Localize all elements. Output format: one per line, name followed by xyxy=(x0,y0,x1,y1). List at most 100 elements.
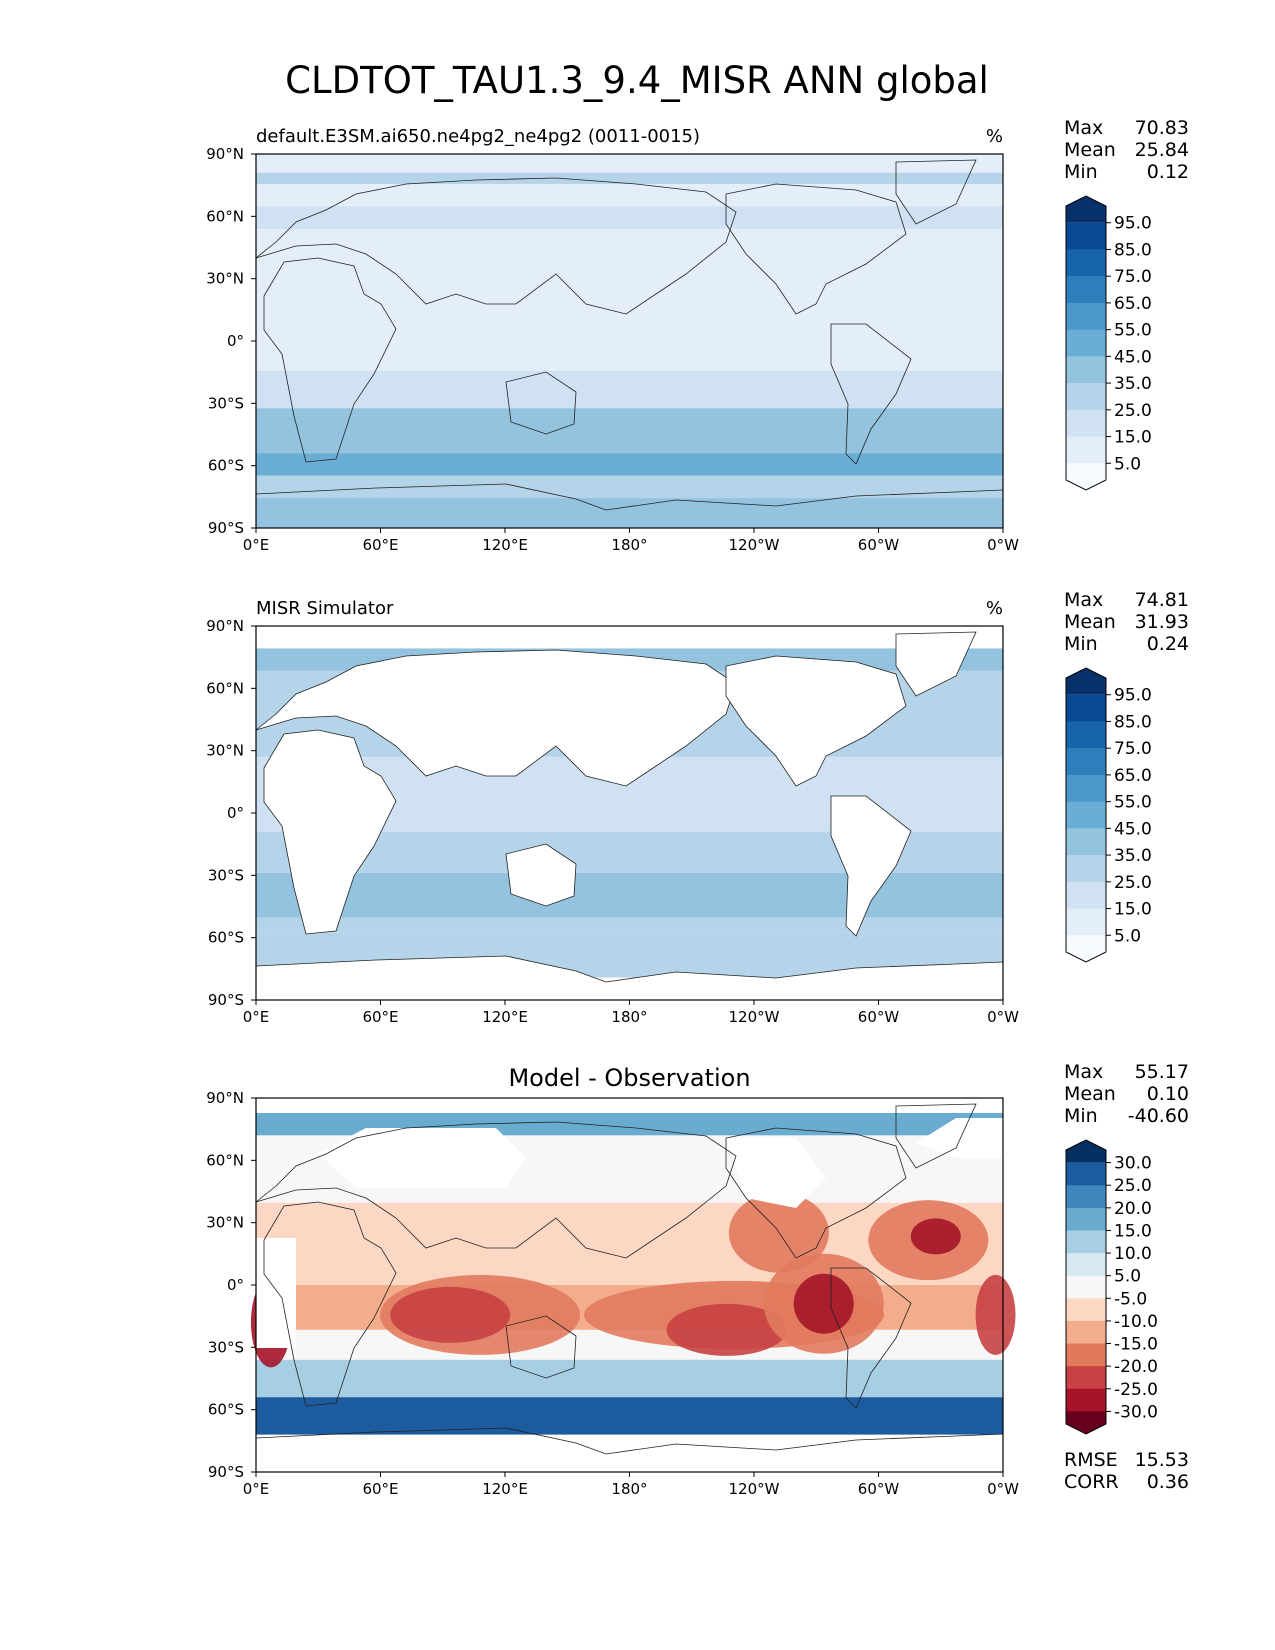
colorbar-segment xyxy=(1066,383,1106,411)
colorbar-extend-bottom xyxy=(1066,463,1106,490)
colorbar-tick-label: 10.0 xyxy=(1114,1244,1152,1264)
colorbar-segment xyxy=(1066,748,1106,776)
map-test xyxy=(255,154,1004,529)
colorbar-tick-label: 30.0 xyxy=(1114,1154,1152,1174)
colorbar-segment xyxy=(1066,774,1106,803)
coastline xyxy=(725,655,907,787)
x-tick-label: 120°E xyxy=(482,536,528,554)
colorbar-tick-label: 45.0 xyxy=(1114,347,1152,367)
x-tick-label: 0°W xyxy=(987,1480,1019,1498)
colorbar-tick-label: 35.0 xyxy=(1114,374,1152,394)
coastlines xyxy=(255,1103,1004,1473)
colorbar-segment xyxy=(1066,409,1106,438)
y-tick-label: 0° xyxy=(227,332,244,350)
colorbar-tick-label: 65.0 xyxy=(1114,766,1152,786)
colorbar-extend-top xyxy=(1066,196,1106,223)
colorbar-outline xyxy=(1065,667,1107,963)
panel-reference: 0°E 60°E 120°E 180° 120°W 60°W 0°W 90°N 60°N 30°N… xyxy=(206,589,1189,1026)
colorbar-tick-label: 55.0 xyxy=(1114,793,1152,813)
stat-value: 55.17 xyxy=(1135,1061,1189,1083)
colorbar-tick-label: 35.0 xyxy=(1114,846,1152,866)
coastline xyxy=(830,1267,912,1409)
stat-value: 0.24 xyxy=(1147,633,1189,655)
stat-value: 0.10 xyxy=(1147,1083,1189,1105)
stat-label: Min xyxy=(1064,161,1098,183)
stat-value: 74.81 xyxy=(1135,589,1189,611)
anomaly-blob xyxy=(666,1303,787,1356)
y-tick-label: 30°S xyxy=(208,394,244,412)
masked-region xyxy=(726,1138,826,1208)
panel-test: 0°E 60°E 120°E 180° 120°W 60°W 0°W 90°N 60°N 30°N… xyxy=(206,117,1189,554)
colorbar-tick-label: 5.0 xyxy=(1114,1267,1141,1287)
coastline xyxy=(255,1121,737,1259)
stat-value: 31.93 xyxy=(1135,611,1189,633)
colorbar-tick-label: -10.0 xyxy=(1114,1312,1158,1332)
stat-label: Mean xyxy=(1064,1083,1116,1105)
map-band xyxy=(256,206,1003,229)
x-tick-label: 120°W xyxy=(729,536,780,554)
colorbar-tick-label: 15.0 xyxy=(1114,900,1152,920)
x-tick-label: 60°W xyxy=(858,1480,900,1498)
colorbar-tick-label: 5.0 xyxy=(1114,454,1141,474)
colorbar-tick-label: 25.0 xyxy=(1114,1176,1152,1196)
colorbar-tick-label: -25.0 xyxy=(1114,1380,1158,1400)
x-tick-label: 0°E xyxy=(243,1008,270,1026)
x-tick-label: 0°E xyxy=(243,536,270,554)
stat-value: 0.12 xyxy=(1147,161,1189,183)
coastline xyxy=(263,729,397,935)
colorbar-segment xyxy=(1066,1230,1106,1254)
colorbar-tick-label: 95.0 xyxy=(1114,686,1152,706)
masked-region xyxy=(916,1118,1003,1158)
panel-unit-label: % xyxy=(986,126,1003,147)
colorbar-tick-label: 75.0 xyxy=(1114,267,1152,287)
colorbar-reference: 95.0 85.0 75.0 65.0 55.0 45.0 35.0 25.0 15.0 5.0 xyxy=(1065,667,1152,963)
stat-label: Mean xyxy=(1064,611,1116,633)
footer-stat-value: 0.36 xyxy=(1147,1471,1189,1493)
x-tick-label: 0°W xyxy=(987,1008,1019,1026)
y-tick-label: 60°S xyxy=(208,457,244,475)
colorbar-extend-top xyxy=(1066,1140,1106,1163)
map-band xyxy=(256,172,1003,184)
map-band xyxy=(256,1359,1003,1398)
x-tick-label: 180° xyxy=(611,536,647,554)
x-tick-label: 180° xyxy=(611,1008,647,1026)
map-band xyxy=(256,453,1003,476)
anomaly-blob xyxy=(793,1273,854,1334)
colorbar-tick-label: -5.0 xyxy=(1114,1289,1147,1309)
x-tick-label: 60°E xyxy=(362,1480,398,1498)
colorbar-segment xyxy=(1066,356,1106,384)
colorbar-segment xyxy=(1066,249,1106,277)
anomaly-blob xyxy=(910,1218,961,1255)
colorbar-tick-label: -20.0 xyxy=(1114,1357,1158,1377)
colorbar-segment xyxy=(1066,276,1106,304)
x-tick-label: 120°E xyxy=(482,1480,528,1498)
colorbar-tick-label: 85.0 xyxy=(1114,240,1152,260)
coastline xyxy=(505,1315,577,1379)
anomaly-blob xyxy=(390,1286,511,1343)
map-band xyxy=(256,872,1003,918)
colorbar-segment xyxy=(1066,801,1106,829)
coastline xyxy=(830,795,912,937)
y-tick-label: 30°S xyxy=(208,866,244,884)
coastline xyxy=(895,159,977,225)
colorbar-segment xyxy=(1066,1207,1106,1231)
y-tick-label: 60°S xyxy=(208,929,244,947)
anomaly-blob xyxy=(975,1274,1016,1355)
colorbar-segment xyxy=(1066,721,1106,749)
coastline xyxy=(263,257,397,463)
x-tick-label: 120°W xyxy=(729,1008,780,1026)
stat-label: Min xyxy=(1064,633,1098,655)
x-tick-label: 60°E xyxy=(362,1008,398,1026)
y-tick-label: 90°S xyxy=(208,991,244,1009)
colorbar-segment xyxy=(1066,1185,1106,1209)
coastline xyxy=(255,177,737,315)
colorbar-outline xyxy=(1065,195,1107,491)
colorbar-segment xyxy=(1066,1320,1106,1345)
stat-value: -40.60 xyxy=(1128,1105,1189,1127)
colorbar-tick-label: 65.0 xyxy=(1114,294,1152,314)
x-tick-label: 180° xyxy=(611,1480,647,1498)
panel-left-title: default.E3SM.ai650.ne4pg2_ne4pg2 (0011-0… xyxy=(256,126,700,147)
colorbar-tick-label: 75.0 xyxy=(1114,739,1152,759)
masked-region xyxy=(256,1238,296,1348)
